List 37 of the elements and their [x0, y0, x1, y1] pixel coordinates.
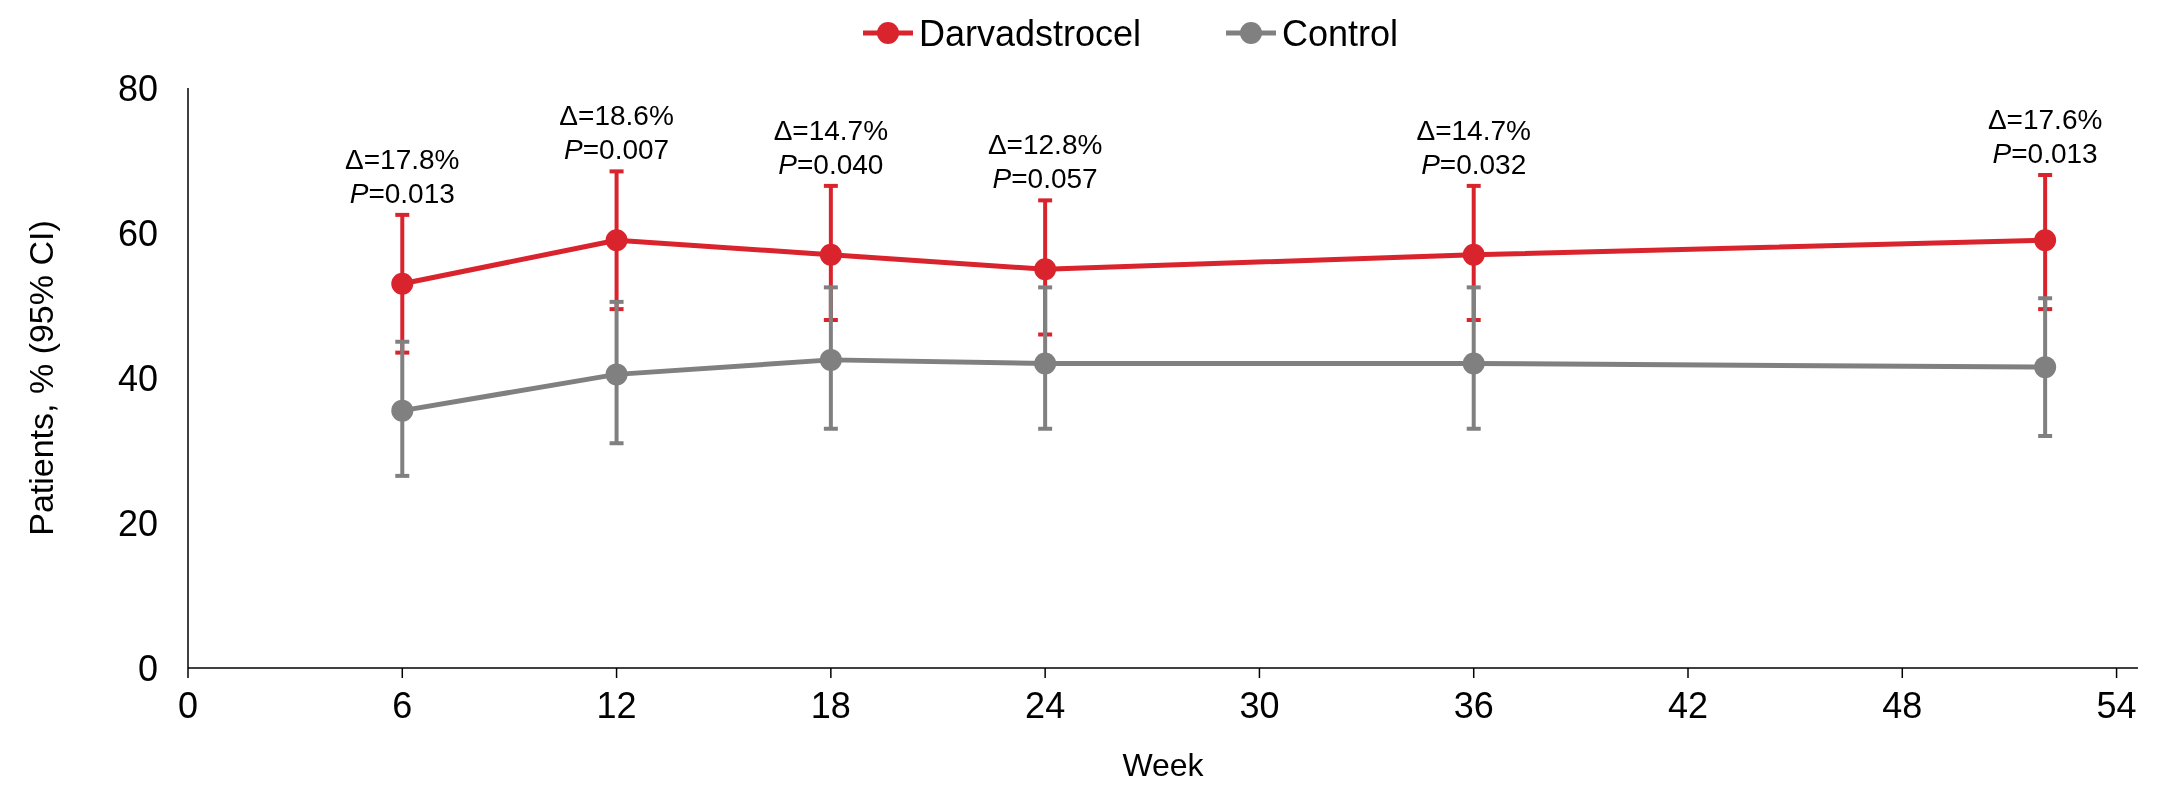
x-tick-label: 54: [2096, 685, 2137, 726]
point: [1462, 352, 1485, 375]
y-tick-label: 0: [137, 647, 158, 689]
annotation: Δ=17.6% P=0.013: [1987, 104, 2103, 169]
annotation: Δ=18.6% P=0.007: [559, 100, 674, 166]
x-axis-title: Week: [1122, 747, 1205, 783]
y-tick-label: 80: [117, 67, 158, 109]
point: [1034, 352, 1057, 375]
x-tick-label: 24: [1025, 685, 1066, 726]
point: [1462, 243, 1485, 266]
annotation: Δ=14.7% P=0.032: [1416, 114, 1531, 180]
annotation: Δ=14.7% P=0.040: [773, 114, 889, 180]
x-tick-label: 18: [810, 685, 851, 726]
x-tick-label: 36: [1453, 685, 1494, 726]
point: [605, 363, 628, 386]
x-tick-label: 6: [392, 685, 413, 726]
x-tick-label: 48: [1882, 685, 1923, 726]
point: [391, 272, 414, 295]
x-tick-label: 0: [177, 685, 199, 726]
y-tick-label: 60: [117, 212, 158, 254]
point: [391, 399, 414, 422]
x-tick-label: 42: [1667, 685, 1709, 726]
point: [1034, 258, 1057, 281]
point: [605, 229, 628, 252]
point: [2034, 356, 2057, 379]
legend-label: Darvadstrocel: [919, 12, 1142, 54]
x-tick-label: 30: [1239, 685, 1280, 726]
x-tick-label: 12: [596, 685, 637, 726]
annotation: Δ=17.8% P=0.013: [345, 143, 460, 209]
y-tick-label: 40: [117, 357, 158, 399]
point: [819, 348, 842, 371]
legend-label: Control: [1282, 12, 1399, 54]
annotation: Δ=12.8% P=0.057: [987, 129, 1103, 195]
point: [2034, 229, 2057, 252]
y-axis-title: Patients, % (95% CI): [22, 220, 60, 536]
y-tick-label: 20: [117, 502, 158, 544]
point: [819, 243, 842, 266]
